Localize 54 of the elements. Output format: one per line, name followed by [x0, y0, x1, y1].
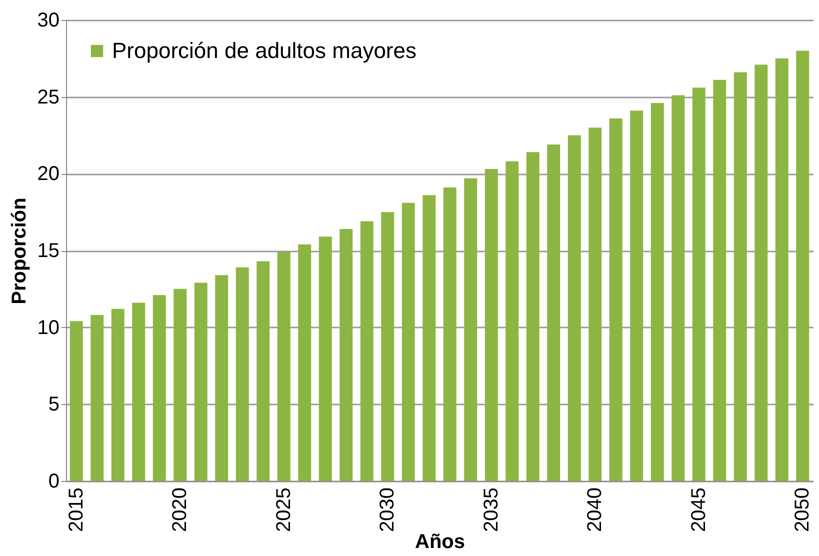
bar — [174, 288, 187, 481]
bar — [152, 295, 166, 481]
bar — [796, 50, 810, 481]
bar — [672, 95, 685, 481]
bar — [340, 228, 353, 481]
y-tick-label: 10 — [37, 316, 60, 339]
bar — [734, 72, 747, 481]
bar — [526, 152, 540, 481]
bar — [90, 315, 104, 481]
x-tick-label: 2020 — [169, 488, 192, 532]
bar — [547, 144, 560, 481]
x-tick-label: 2025 — [272, 488, 295, 532]
bar — [422, 195, 436, 481]
bar — [692, 88, 706, 481]
bar — [381, 212, 394, 481]
y-tick-label: 25 — [37, 86, 60, 108]
x-tick-label: 2035 — [480, 488, 502, 532]
bar — [402, 202, 415, 481]
bar — [609, 118, 622, 481]
y-tick-label: 20 — [37, 163, 60, 186]
x-axis-title: Años — [415, 530, 465, 553]
bar — [713, 80, 726, 481]
x-tick-label: 2040 — [584, 488, 606, 532]
bar — [298, 244, 312, 481]
bar — [464, 178, 478, 481]
bar — [215, 275, 228, 481]
bar — [588, 128, 602, 481]
bar — [70, 321, 83, 481]
y-tick-label: 30 — [37, 10, 60, 32]
bar — [775, 58, 788, 481]
bar — [754, 64, 768, 481]
y-tick-label: 5 — [48, 394, 60, 416]
y-axis-title: Proporción — [8, 198, 30, 304]
bar — [132, 302, 146, 481]
bar — [111, 308, 124, 481]
bar — [484, 169, 498, 481]
y-tick-label: 15 — [37, 240, 60, 262]
bar — [360, 221, 374, 481]
bar — [256, 261, 270, 481]
x-tick-label: 2015 — [65, 488, 88, 532]
bar — [194, 282, 208, 481]
x-tick-label: 2050 — [792, 488, 814, 532]
bar — [443, 187, 456, 481]
bar — [650, 102, 664, 481]
bar — [630, 110, 644, 481]
bar — [318, 236, 332, 481]
x-tick-label: 2030 — [376, 488, 399, 532]
x-tick-label: 2045 — [688, 488, 710, 532]
legend-label: Proporción de adultos mayores — [112, 38, 416, 63]
y-tick-label: 0 — [48, 470, 60, 492]
bar — [568, 135, 581, 481]
bar — [506, 161, 519, 481]
bar — [236, 267, 249, 481]
bar — [277, 252, 290, 481]
